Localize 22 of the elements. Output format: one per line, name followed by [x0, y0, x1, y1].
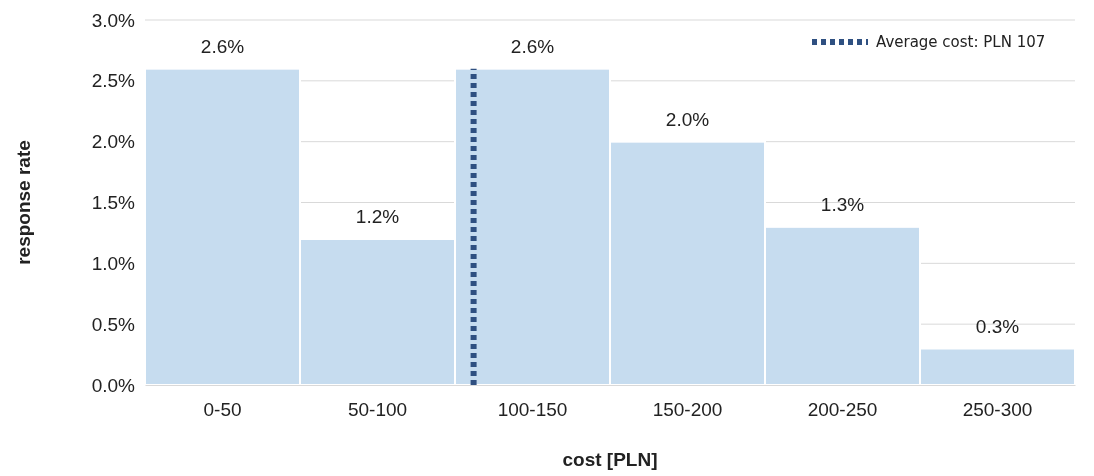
- y-tick-label: 0.5%: [91, 313, 136, 335]
- x-tick-label: 150-200: [652, 399, 723, 421]
- y-axis-title: response rate: [13, 140, 34, 265]
- y-tick-label: 1.0%: [91, 252, 136, 274]
- x-tick-label: 0-50: [203, 399, 242, 421]
- data-label: 2.6%: [200, 35, 245, 57]
- y-tick-label: 3.0%: [91, 9, 136, 31]
- data-label: 1.2%: [355, 206, 400, 227]
- x-tick-label: 250-300: [962, 399, 1033, 421]
- legend-label: Average cost: PLN 107: [876, 33, 1046, 51]
- data-label: 2.0%: [665, 108, 710, 130]
- data-label: 1.3%: [820, 193, 865, 215]
- y-tick-label: 2.0%: [91, 131, 136, 153]
- y-tick-label: 1.5%: [91, 192, 136, 214]
- x-axis-title: cost [PLN]: [562, 449, 658, 470]
- x-tick-label: 200-250: [807, 399, 878, 421]
- data-label: 0.3%: [975, 315, 1020, 337]
- x-tick-label: 100-150: [497, 399, 568, 421]
- y-tick-label: 2.5%: [91, 70, 136, 92]
- data-label: 2.6%: [510, 35, 555, 57]
- y-tick-label: 0.0%: [91, 374, 136, 396]
- x-tick-label: 50-100: [347, 399, 408, 421]
